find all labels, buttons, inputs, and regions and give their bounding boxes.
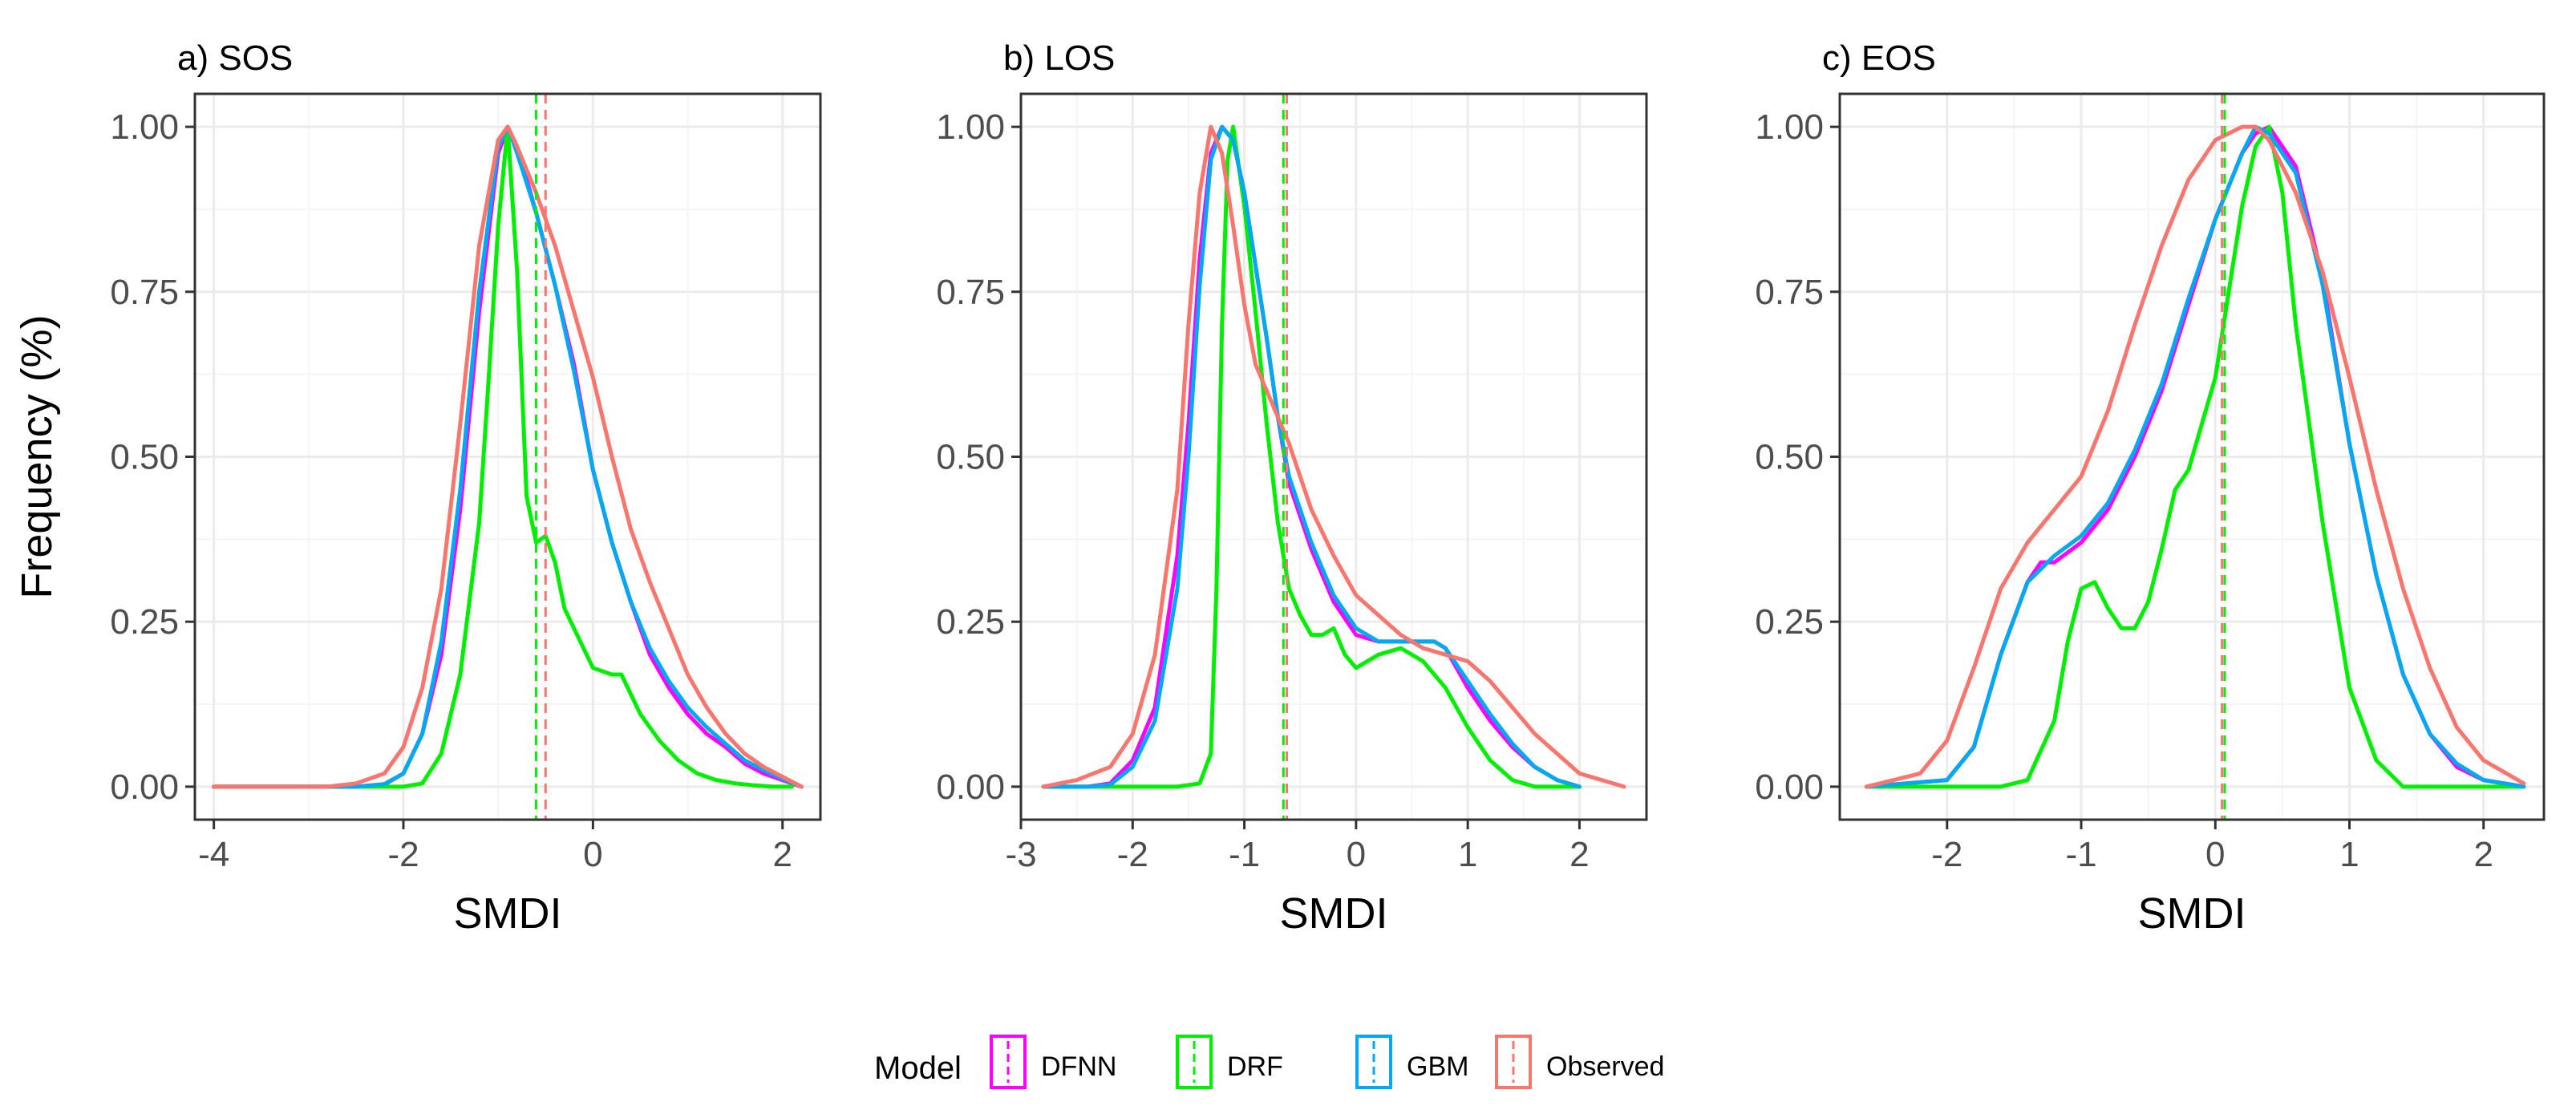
series-group bbox=[1864, 124, 2526, 789]
x-tick-label: -1 bbox=[1229, 835, 1260, 874]
panel-1: -4 -2 0 2 0.00 0.25 0.50 0.75 1.00 a) SOS SMDI Freq… bbox=[13, 38, 822, 938]
panel-title: b) LOS bbox=[1003, 38, 1115, 78]
legend-label: DRF bbox=[1227, 1051, 1283, 1082]
series-line-gbm bbox=[1864, 124, 2526, 789]
panel-title: c) EOS bbox=[1822, 38, 1936, 78]
x-tick-label: 1 bbox=[2339, 835, 2359, 874]
y-tick-label: 0.00 bbox=[936, 768, 1005, 807]
y-tick-label: 0.75 bbox=[110, 273, 179, 312]
y-tick-label: 0.50 bbox=[936, 438, 1005, 477]
legend-label: Observed bbox=[1546, 1051, 1664, 1082]
minor-grid bbox=[1840, 94, 2544, 820]
x-tick-label: -2 bbox=[387, 835, 419, 874]
series-line-drf bbox=[1041, 124, 1582, 789]
legend-entry-observed: Observed bbox=[1495, 1035, 1664, 1089]
x-tick-label: 0 bbox=[2205, 835, 2225, 874]
x-tick-label: 0 bbox=[583, 835, 602, 874]
x-axis-label: SMDI bbox=[2138, 889, 2246, 938]
y-tick-label: 0.75 bbox=[1755, 273, 1824, 312]
y-tick-label: 0.75 bbox=[936, 273, 1005, 312]
x-tick-label: 2 bbox=[1569, 835, 1589, 874]
legend-label: GBM bbox=[1407, 1051, 1468, 1082]
panel-title: a) SOS bbox=[177, 38, 293, 78]
legend: Model DFNN DRF GBM Observed bbox=[874, 1035, 1664, 1089]
y-tick-label: 0.50 bbox=[1755, 438, 1824, 477]
x-tick-label: 1 bbox=[1458, 835, 1477, 874]
series-line-observed bbox=[1864, 124, 2526, 789]
x-tick-label: -2 bbox=[1117, 835, 1148, 874]
legend-entry-dfnn: DFNN bbox=[990, 1035, 1116, 1089]
legend-entry-drf: DRF bbox=[1176, 1035, 1283, 1089]
series-line-observed bbox=[1041, 124, 1626, 789]
y-tick-label: 1.00 bbox=[1755, 107, 1824, 147]
y-tick-label: 0.00 bbox=[110, 768, 179, 807]
x-tick-label: -4 bbox=[198, 835, 229, 874]
panel-3: -2 -1 0 1 2 0.00 0.25 0.50 0.75 1.00 c) EOS SMDI bbox=[1755, 38, 2546, 938]
legend-title: Model bbox=[874, 1051, 962, 1086]
mean-lines bbox=[2221, 94, 2226, 820]
y-tick-label: 0.25 bbox=[936, 602, 1005, 642]
series-line-observed bbox=[212, 124, 804, 789]
series-group bbox=[212, 124, 804, 789]
panel-2: -3 -2 -1 0 1 2 0.00 0.25 0.50 0.75 1.00 b) LOS SMDI bbox=[936, 38, 1648, 938]
minor-grid bbox=[1021, 94, 1646, 820]
mean-lines bbox=[1282, 94, 1288, 820]
y-tick-label: 0.50 bbox=[110, 438, 179, 477]
series-line-drf bbox=[1864, 124, 2526, 789]
x-axis-label: SMDI bbox=[454, 889, 562, 938]
y-tick-label: 0.25 bbox=[110, 602, 179, 642]
legend-label: DFNN bbox=[1041, 1051, 1116, 1082]
major-grid bbox=[195, 94, 820, 820]
y-axis-label: Frequency (%) bbox=[13, 314, 61, 598]
x-tick-label: 2 bbox=[772, 835, 792, 874]
legend-entry-gbm: GBM bbox=[1355, 1035, 1468, 1089]
x-tick-label: -1 bbox=[2065, 835, 2096, 874]
y-tick-label: 1.00 bbox=[936, 107, 1005, 147]
series-line-drf bbox=[212, 124, 794, 789]
x-tick-label: -2 bbox=[1931, 835, 1962, 874]
y-tick-label: 0.00 bbox=[1755, 768, 1824, 807]
mean-lines bbox=[534, 94, 547, 820]
x-tick-label: -3 bbox=[1005, 835, 1036, 874]
x-tick-label: 0 bbox=[1347, 835, 1366, 874]
x-tick-label: 2 bbox=[2474, 835, 2493, 874]
y-tick-label: 1.00 bbox=[110, 107, 179, 147]
x-axis-label: SMDI bbox=[1280, 889, 1388, 938]
series-line-gbm bbox=[212, 124, 804, 789]
y-tick-label: 0.25 bbox=[1755, 602, 1824, 642]
